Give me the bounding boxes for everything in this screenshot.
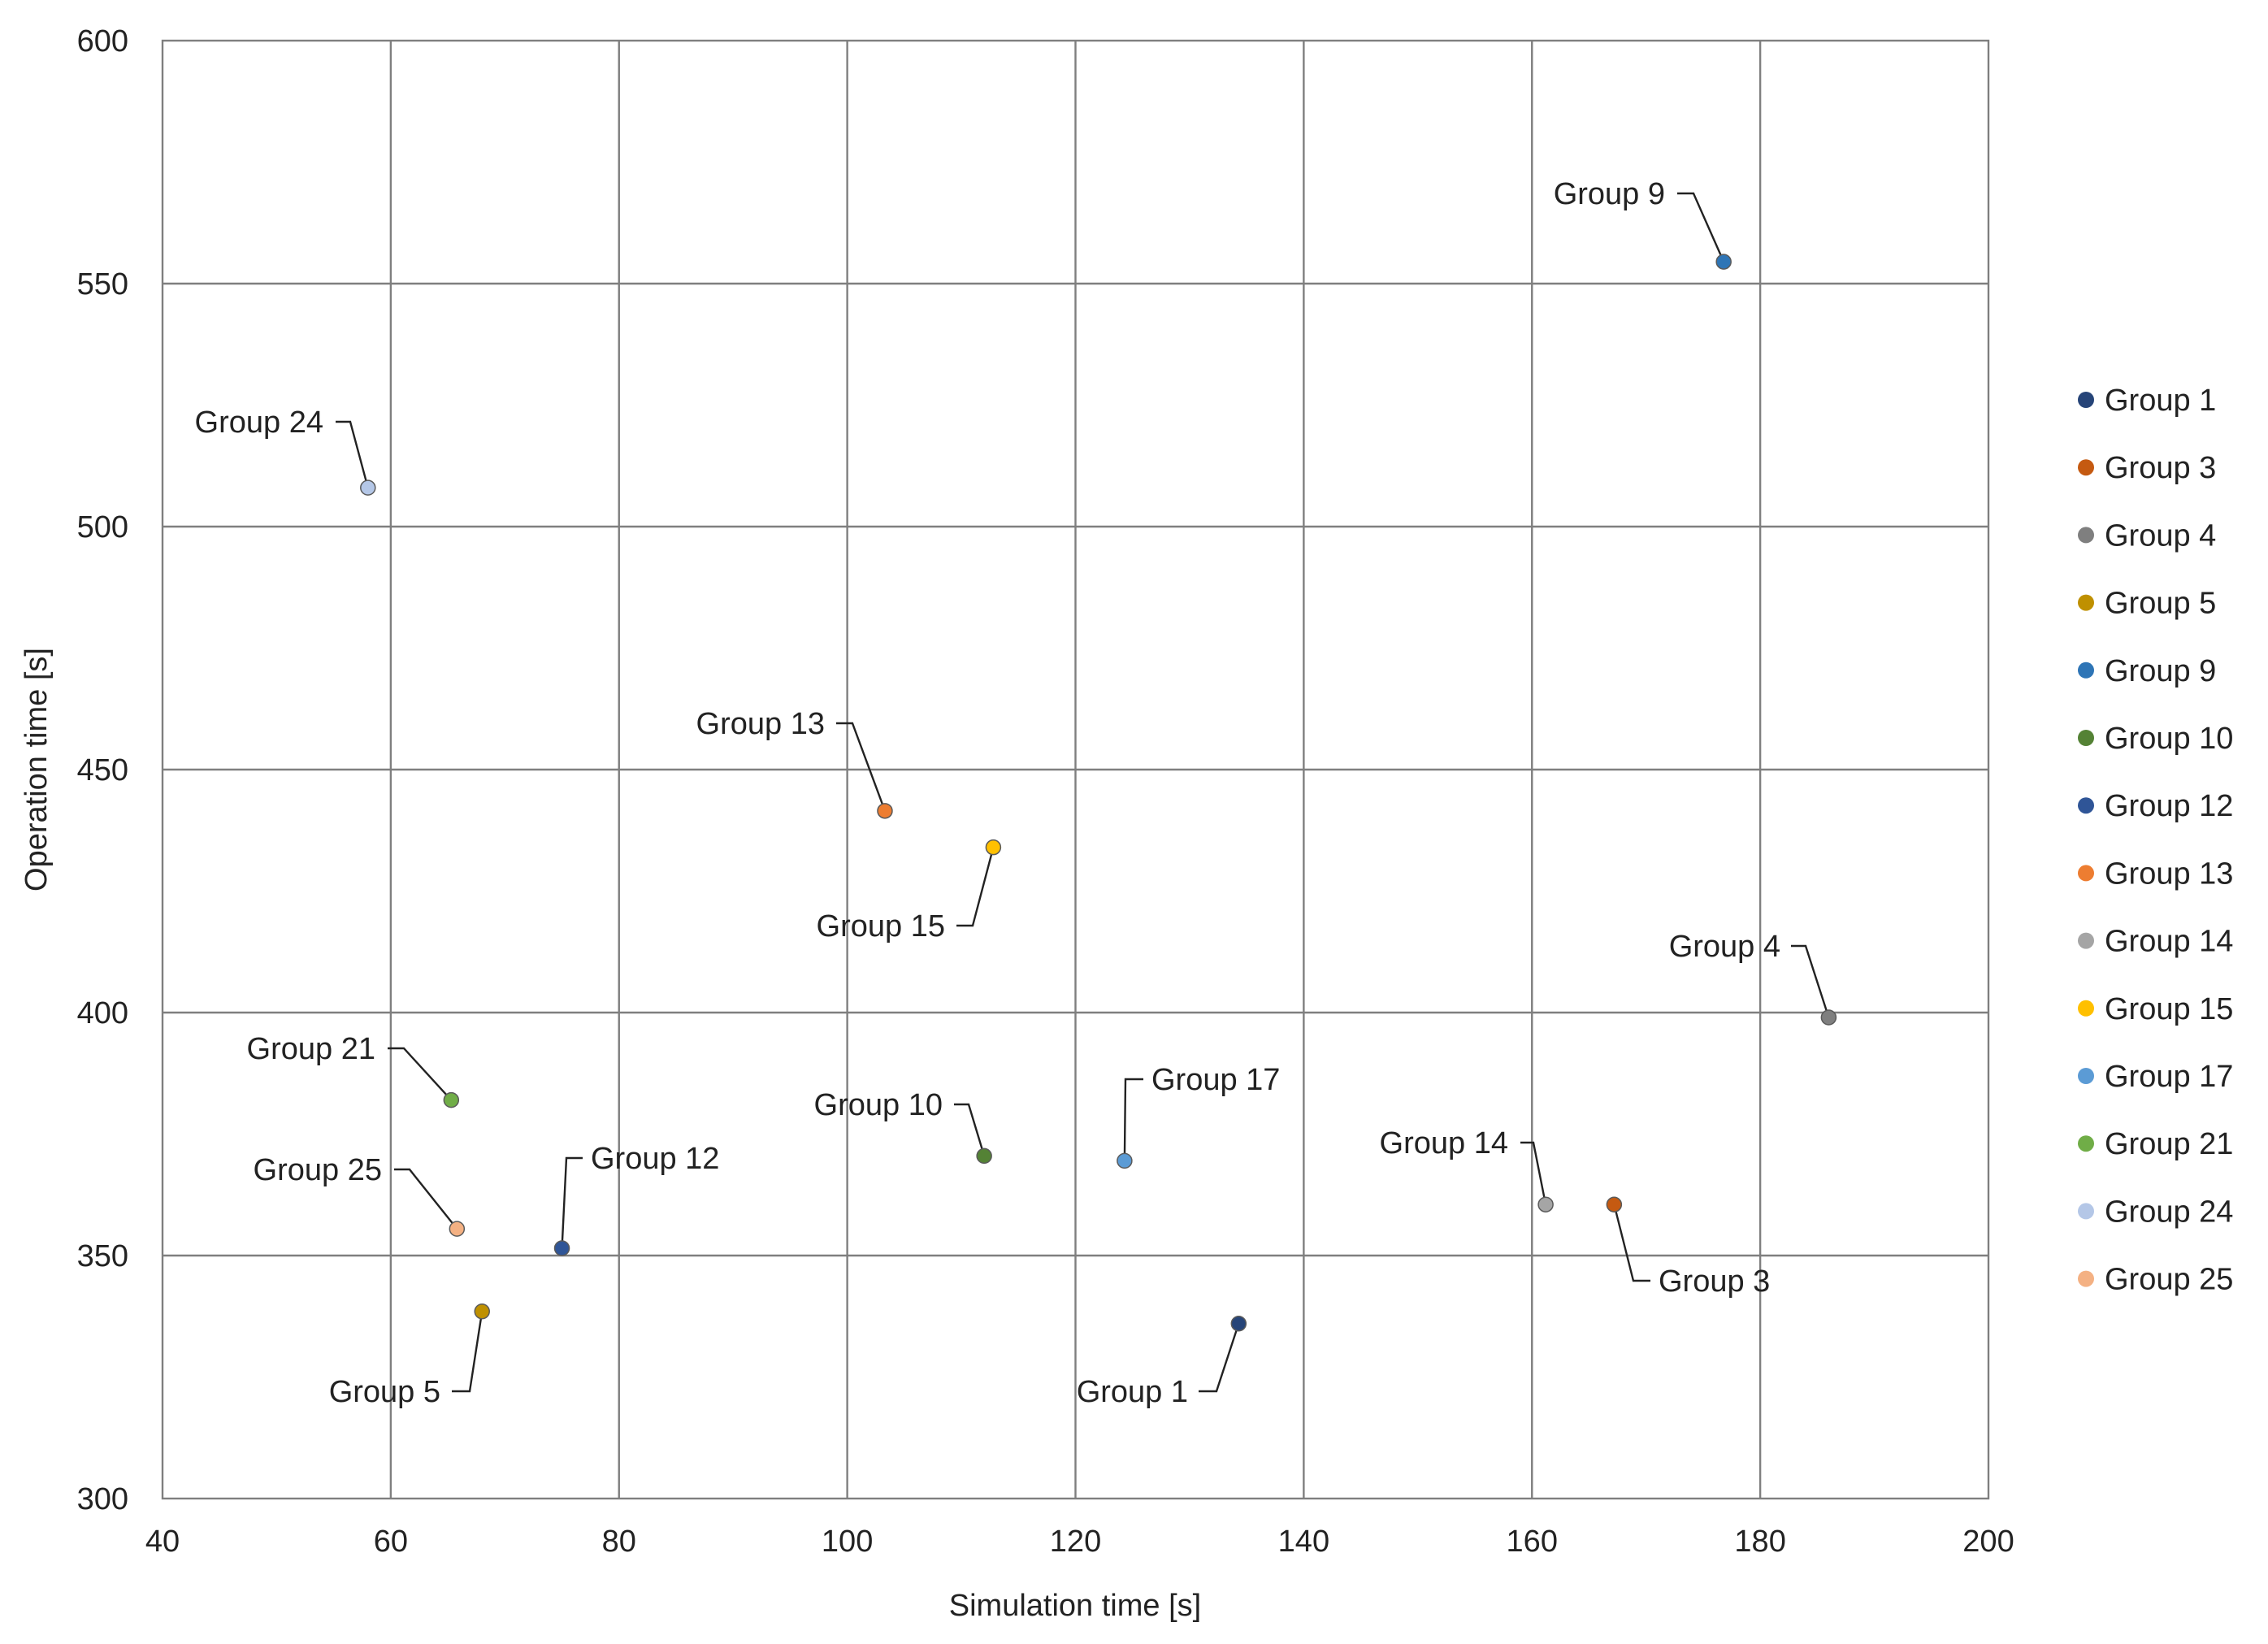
point-label: Group 24 <box>195 406 323 440</box>
data-point <box>1606 1196 1623 1212</box>
point-leader-line <box>956 847 995 927</box>
y-tick-label: 450 <box>77 753 128 787</box>
x-tick-label: 80 <box>602 1525 636 1559</box>
point-leader-line <box>1520 1141 1547 1205</box>
data-point <box>1820 1009 1837 1026</box>
legend-marker <box>2078 1135 2094 1152</box>
point-labels: Group 1 Group 3 Group 4 Group 5 Group 9 Group… <box>195 177 1780 1409</box>
point-leader-line <box>452 1311 484 1393</box>
data-point <box>985 839 1002 856</box>
x-tick-label: 180 <box>1734 1525 1785 1559</box>
x-tick-label: 100 <box>822 1525 873 1559</box>
legend: Group 1 Group 3 Group 4 Group 5 Group 9 Group… <box>2078 384 2233 1297</box>
point-label: Group 14 <box>1380 1126 1508 1160</box>
data-point <box>1715 254 1732 270</box>
legend-label: Group 24 <box>2105 1195 2233 1229</box>
legend-marker <box>2078 594 2094 611</box>
x-tick-label: 40 <box>145 1525 180 1559</box>
y-axis-ticks: 300 350 400 450 500 550 600 <box>77 24 128 1516</box>
point-label: Group 21 <box>247 1032 375 1066</box>
legend-marker <box>2078 730 2094 746</box>
y-tick-label: 550 <box>77 267 128 301</box>
legend-marker <box>2078 1000 2094 1017</box>
x-axis-title: Simulation time [s] <box>949 1589 1201 1623</box>
point-label: Group 5 <box>329 1375 440 1409</box>
legend-label: Group 17 <box>2105 1060 2233 1094</box>
point-leader-line <box>336 420 369 488</box>
point-leader-line <box>388 1047 453 1101</box>
data-points <box>360 254 1837 1332</box>
legend-label: Group 15 <box>2105 992 2233 1026</box>
data-point <box>877 803 893 819</box>
point-leader-line <box>1613 1204 1650 1282</box>
y-tick-label: 400 <box>77 996 128 1030</box>
legend-label: Group 5 <box>2105 587 2216 621</box>
point-label: Group 12 <box>591 1142 719 1176</box>
legend-marker <box>2078 1270 2094 1287</box>
point-leader-line <box>561 1156 583 1249</box>
data-point <box>443 1091 460 1108</box>
point-leader-line <box>1791 944 1830 1018</box>
legend-marker <box>2078 527 2094 544</box>
point-label: Group 25 <box>254 1153 382 1187</box>
legend-label: Group 14 <box>2105 925 2233 959</box>
legend-marker <box>2078 662 2094 679</box>
point-label: Group 17 <box>1151 1063 1280 1097</box>
legend-marker <box>2078 1203 2094 1220</box>
point-label: Group 1 <box>1077 1375 1188 1409</box>
legend-label: Group 4 <box>2105 518 2216 553</box>
x-tick-label: 160 <box>1507 1525 1558 1559</box>
data-point <box>1537 1196 1554 1212</box>
legend-label: Group 25 <box>2105 1263 2233 1297</box>
x-tick-label: 200 <box>1962 1525 2014 1559</box>
data-point <box>449 1221 466 1237</box>
legend-label: Group 21 <box>2105 1127 2233 1161</box>
point-leader-line <box>1677 192 1725 262</box>
data-point <box>1117 1152 1133 1169</box>
grid-lines <box>163 41 1988 1499</box>
legend-label: Group 1 <box>2105 384 2216 418</box>
y-axis-title: Operation time [s] <box>20 648 54 891</box>
data-point <box>553 1240 570 1256</box>
point-leader-line <box>394 1168 458 1230</box>
x-axis-ticks: 40 60 80 100 120 140 160 180 200 <box>145 1525 2014 1559</box>
data-point <box>976 1147 992 1165</box>
point-leader-line <box>954 1103 986 1156</box>
y-tick-label: 300 <box>77 1482 128 1516</box>
point-label: Group 3 <box>1659 1264 1770 1299</box>
y-tick-label: 500 <box>77 510 128 544</box>
x-tick-label: 60 <box>374 1525 408 1559</box>
legend-marker <box>2078 865 2094 882</box>
x-tick-label: 140 <box>1278 1525 1329 1559</box>
point-label: Group 4 <box>1669 930 1780 964</box>
legend-label: Group 13 <box>2105 857 2233 891</box>
point-leader-line <box>1199 1323 1240 1393</box>
leader-lines <box>336 192 1830 1393</box>
x-tick-label: 120 <box>1050 1525 1101 1559</box>
point-label: Group 13 <box>696 707 825 741</box>
point-label: Group 15 <box>817 909 945 943</box>
point-leader-line <box>1123 1078 1143 1161</box>
data-point <box>360 479 376 496</box>
plot-frame <box>161 39 1990 1500</box>
legend-marker <box>2078 932 2094 949</box>
data-point <box>474 1303 490 1320</box>
legend-marker <box>2078 797 2094 814</box>
legend-marker <box>2078 1068 2094 1084</box>
point-leader-line <box>836 722 887 812</box>
legend-label: Group 10 <box>2105 722 2233 756</box>
legend-label: Group 3 <box>2105 451 2216 485</box>
data-point <box>1230 1315 1247 1332</box>
y-tick-label: 600 <box>77 24 128 59</box>
legend-marker <box>2078 392 2094 408</box>
y-tick-label: 350 <box>77 1239 128 1273</box>
legend-label: Group 12 <box>2105 789 2233 823</box>
point-label: Group 9 <box>1554 177 1665 211</box>
legend-marker <box>2078 459 2094 476</box>
point-label: Group 10 <box>814 1088 943 1122</box>
legend-label: Group 9 <box>2105 654 2216 688</box>
